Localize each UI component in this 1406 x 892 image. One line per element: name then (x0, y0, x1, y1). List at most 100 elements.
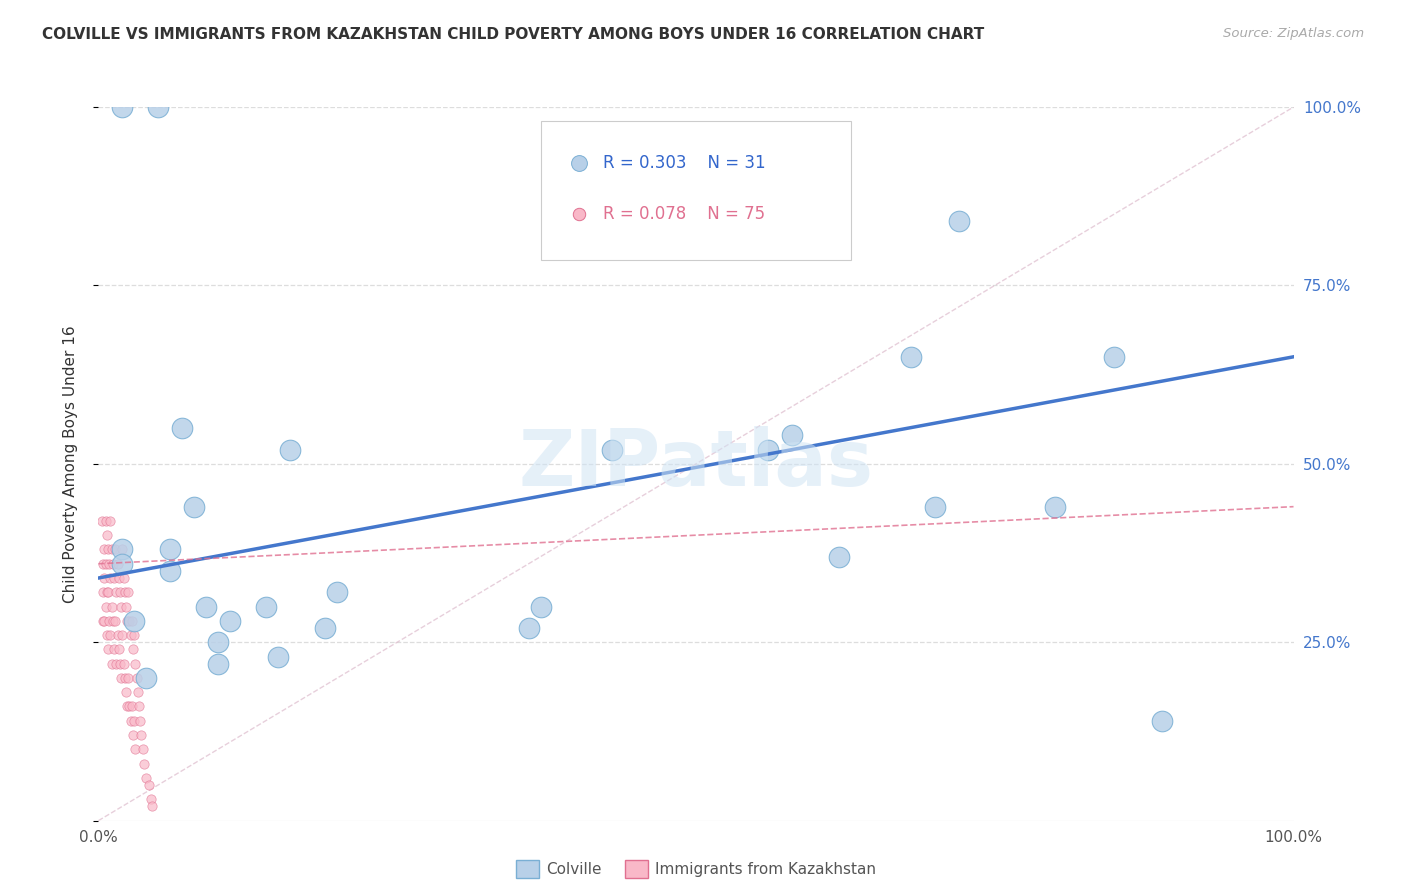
Point (93, 542, 115, 557)
Point (139, 792, 162, 806)
Point (124, 657, 146, 671)
Point (118, 614, 141, 628)
Point (529, 599, 551, 614)
Point (115, 614, 138, 628)
Point (159, 564, 181, 578)
Point (115, 685, 138, 699)
Point (115, 599, 138, 614)
Point (326, 585, 349, 599)
Point (94, 514, 117, 528)
Point (101, 557, 124, 571)
Point (107, 642, 129, 657)
Point (97, 642, 120, 657)
Point (125, 671, 148, 685)
Point (568, 207, 591, 221)
Point (108, 585, 131, 599)
Point (104, 614, 127, 628)
Point (114, 585, 136, 599)
Point (107, 571, 129, 585)
Point (91, 557, 114, 571)
Point (900, 350, 922, 364)
Point (96, 628, 118, 642)
Point (120, 714, 142, 728)
Point (91, 514, 114, 528)
Point (97, 585, 120, 599)
Point (315, 621, 337, 635)
Point (98, 557, 121, 571)
Point (117, 671, 139, 685)
Point (124, 628, 146, 642)
Point (756, 442, 779, 457)
Point (96, 585, 118, 599)
Point (129, 714, 152, 728)
Point (120, 628, 142, 642)
Point (91, 585, 114, 599)
Point (121, 614, 143, 628)
Point (103, 571, 125, 585)
Point (111, 100, 134, 114)
Point (98, 628, 122, 642)
Point (108, 657, 131, 671)
FancyBboxPatch shape (540, 121, 852, 260)
Point (94, 599, 117, 614)
Point (924, 500, 946, 514)
Legend: Colville, Immigrants from Kazakhstan: Colville, Immigrants from Kazakhstan (509, 854, 883, 884)
Point (107, 628, 129, 642)
Point (131, 742, 153, 756)
Point (1150, 714, 1173, 728)
Point (517, 621, 540, 635)
Point (135, 771, 157, 785)
Point (602, 442, 624, 457)
Point (114, 671, 136, 685)
Text: R = 0.078    N = 75: R = 0.078 N = 75 (603, 205, 765, 223)
Point (127, 685, 149, 699)
Point (118, 699, 141, 714)
Point (948, 214, 970, 228)
Text: COLVILLE VS IMMIGRANTS FROM KAZAKHSTAN CHILD POVERTY AMONG BOYS UNDER 16 CORRELA: COLVILLE VS IMMIGRANTS FROM KAZAKHSTAN C… (42, 27, 984, 42)
Point (100, 657, 122, 671)
Point (1043, 500, 1066, 514)
Point (278, 442, 301, 457)
Point (1102, 350, 1125, 364)
Point (135, 671, 157, 685)
Point (148, 100, 170, 114)
Point (105, 585, 128, 599)
Point (98, 514, 122, 528)
Point (124, 614, 146, 628)
Point (568, 155, 591, 169)
Point (124, 742, 146, 756)
Point (98, 571, 122, 585)
Point (183, 500, 205, 514)
Point (103, 642, 125, 657)
Point (131, 728, 153, 742)
Point (93, 614, 115, 628)
Point (93, 571, 115, 585)
Point (110, 599, 132, 614)
Point (97, 542, 120, 557)
Point (207, 635, 229, 649)
Point (110, 671, 132, 685)
Point (122, 642, 145, 657)
Point (121, 699, 143, 714)
Point (101, 614, 124, 628)
Point (159, 542, 181, 557)
Point (194, 599, 218, 614)
Y-axis label: Child Poverty Among Boys Under 16: Child Poverty Among Boys Under 16 (63, 325, 77, 603)
Point (172, 421, 194, 435)
Text: ZIPatlas: ZIPatlas (519, 425, 873, 502)
Point (100, 599, 122, 614)
Point (132, 756, 155, 771)
Point (115, 699, 138, 714)
Point (107, 557, 129, 571)
Point (105, 657, 128, 671)
Point (112, 657, 135, 671)
Point (111, 628, 134, 642)
Point (828, 549, 851, 564)
Point (207, 657, 229, 671)
Text: Source: ZipAtlas.com: Source: ZipAtlas.com (1223, 27, 1364, 40)
Point (117, 585, 139, 599)
Point (112, 571, 135, 585)
Point (91, 614, 114, 628)
Text: R = 0.303    N = 31: R = 0.303 N = 31 (603, 153, 765, 171)
Point (111, 542, 134, 557)
